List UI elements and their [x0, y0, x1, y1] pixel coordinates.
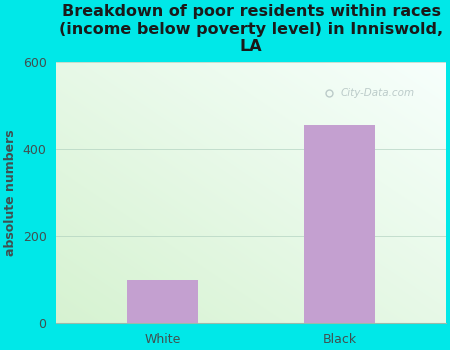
Text: City-Data.com: City-Data.com: [341, 89, 415, 98]
Title: Breakdown of poor residents within races
(income below poverty level) in Inniswo: Breakdown of poor residents within races…: [59, 4, 443, 54]
Bar: [127, 280, 198, 323]
Y-axis label: absolute numbers: absolute numbers: [4, 129, 17, 256]
Bar: [304, 125, 375, 323]
